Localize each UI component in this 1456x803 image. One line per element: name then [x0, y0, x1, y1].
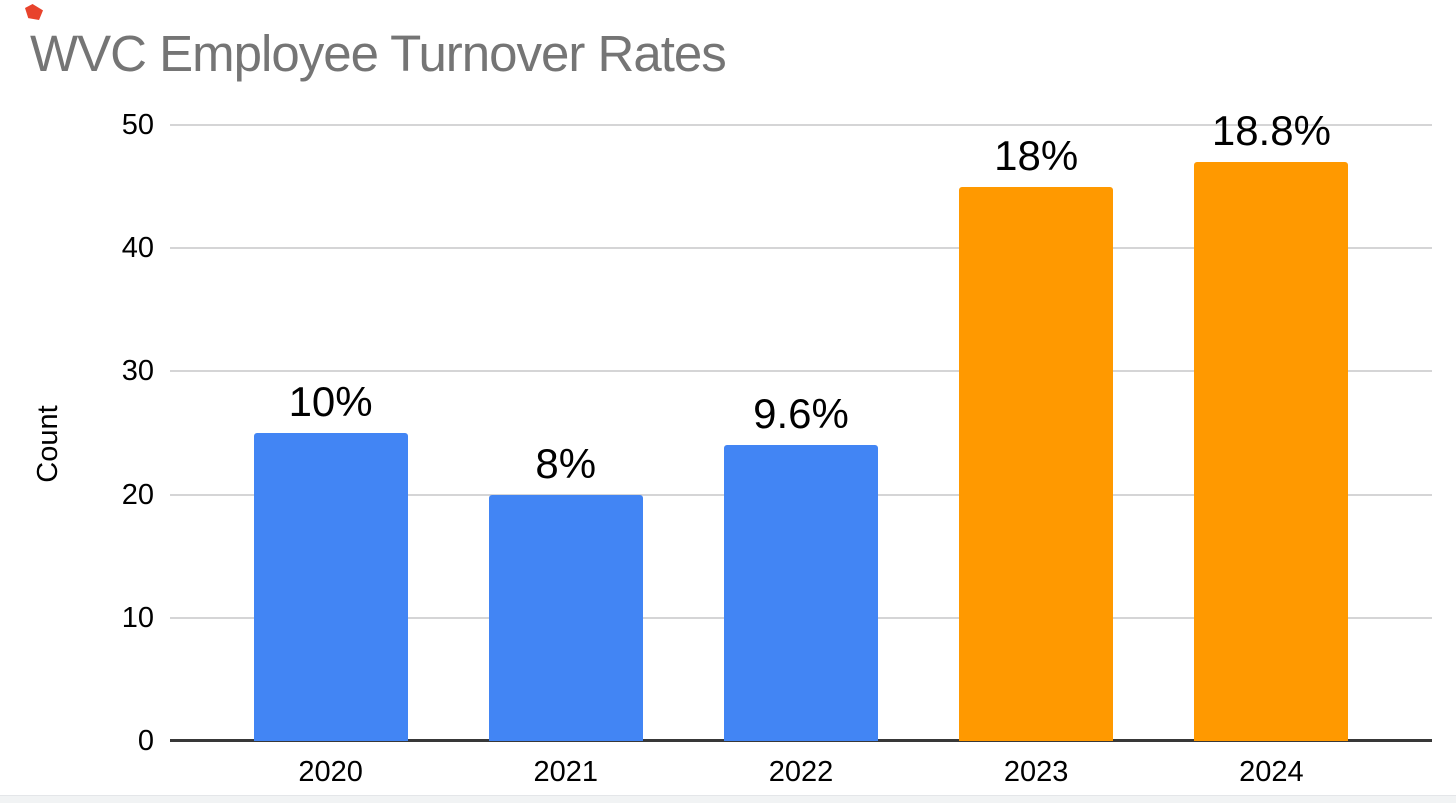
y-tick-30: 30: [121, 355, 154, 388]
bottom-strip: [0, 795, 1456, 803]
bar-2024[interactable]: [1194, 161, 1349, 741]
bar-2022[interactable]: [723, 445, 878, 741]
bar-value-label-2023: 18%: [994, 131, 1079, 179]
y-tick-0: 0: [137, 725, 154, 757]
bar-2021[interactable]: [488, 494, 643, 741]
plot-area: 0 10 20 30 40 50 10% 8% 9.6% 18% 18.8% 2020 2021 20…: [122, 109, 1432, 788]
x-tick-2023: 2023: [1003, 755, 1069, 788]
gridline-30: [170, 370, 1432, 373]
x-axis-tick-labels: 2020 2021 2022 2023 2024: [213, 125, 1389, 788]
bar-series: 10% 8% 9.6% 18% 18.8%: [213, 109, 1389, 741]
y-axis-title: Count: [31, 405, 64, 483]
bar-2023[interactable]: [959, 186, 1114, 741]
chart-title: WVC Employee Turnover Rates: [30, 25, 727, 82]
gridline-50: [170, 124, 1432, 126]
bar-value-label-2020: 10%: [288, 378, 373, 425]
bar-slot-2023: 18%: [919, 125, 1154, 741]
y-tick-10: 10: [121, 601, 154, 634]
red-annotation-mark: [25, 4, 43, 20]
gridline-40: [170, 247, 1432, 250]
bar-slot-2022: 9.6%: [683, 125, 918, 741]
bar-value-label-2021: 8%: [535, 439, 597, 487]
bar-slot-2024: 18.8%: [1154, 109, 1389, 741]
x-tick-2022: 2022: [768, 755, 834, 788]
y-tick-20: 20: [121, 478, 154, 511]
bar-value-label-2022: 9.6%: [753, 390, 849, 438]
x-tick-2021: 2021: [533, 755, 599, 788]
x-tick-2020: 2020: [298, 755, 363, 788]
y-tick-40: 40: [121, 232, 154, 265]
bar-value-label-2024: 18.8%: [1211, 106, 1331, 154]
y-tick-50: 50: [121, 109, 154, 141]
bar-slot-2020: 10%: [213, 125, 448, 741]
bar-slot-2021: 8%: [448, 125, 683, 741]
bar-2020[interactable]: [253, 433, 408, 741]
x-tick-2024: 2024: [1239, 755, 1304, 788]
